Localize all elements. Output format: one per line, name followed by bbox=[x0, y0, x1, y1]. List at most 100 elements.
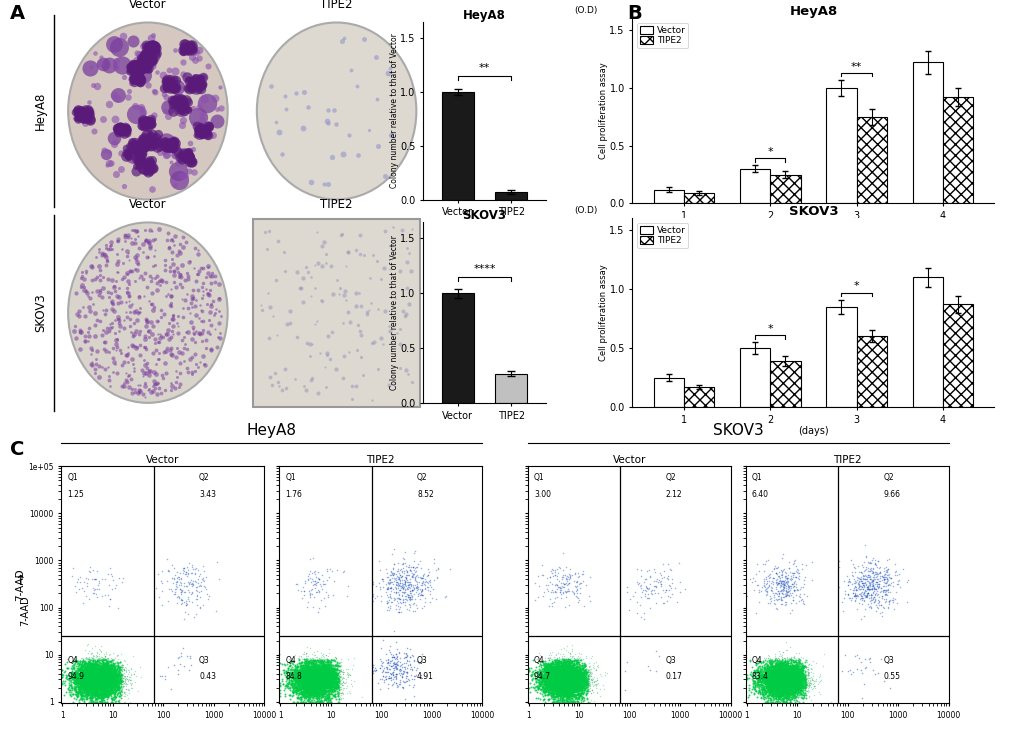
Point bbox=[93, 673, 109, 685]
Point bbox=[776, 667, 793, 679]
Point bbox=[545, 673, 561, 684]
Point bbox=[759, 671, 775, 683]
Point bbox=[759, 669, 775, 681]
Point bbox=[320, 684, 336, 696]
Point bbox=[112, 670, 128, 682]
Point bbox=[794, 689, 810, 701]
Point bbox=[86, 676, 102, 687]
Point bbox=[763, 666, 780, 678]
Point bbox=[572, 673, 588, 685]
Point bbox=[559, 696, 576, 707]
Point bbox=[559, 678, 576, 690]
Point bbox=[564, 675, 580, 687]
Point bbox=[112, 664, 128, 676]
Point bbox=[57, 676, 73, 687]
Point bbox=[763, 668, 780, 680]
Point bbox=[539, 662, 555, 674]
Point bbox=[576, 674, 592, 686]
Point bbox=[100, 653, 116, 665]
Point bbox=[319, 680, 335, 692]
Point bbox=[287, 688, 304, 700]
Point bbox=[81, 667, 97, 679]
Point bbox=[570, 673, 586, 684]
Point bbox=[577, 674, 593, 686]
Point bbox=[760, 667, 776, 679]
Point bbox=[555, 674, 572, 686]
Point bbox=[108, 670, 124, 682]
Point bbox=[312, 682, 328, 694]
Point bbox=[84, 684, 100, 696]
Point bbox=[98, 679, 114, 691]
Point bbox=[311, 682, 327, 693]
Point bbox=[304, 665, 320, 677]
Point bbox=[311, 670, 327, 682]
Point bbox=[779, 668, 795, 680]
Point bbox=[76, 662, 93, 673]
Point bbox=[530, 668, 546, 680]
Point bbox=[320, 675, 336, 687]
Point bbox=[300, 673, 316, 685]
Point bbox=[323, 671, 339, 683]
Point bbox=[795, 689, 811, 701]
Point bbox=[576, 686, 592, 698]
Point bbox=[556, 675, 573, 687]
Point bbox=[91, 246, 107, 258]
Point bbox=[550, 665, 567, 677]
Point bbox=[327, 676, 343, 688]
Point bbox=[572, 669, 588, 681]
Point bbox=[782, 685, 798, 697]
Point bbox=[203, 343, 219, 354]
Point bbox=[99, 662, 115, 674]
Point bbox=[54, 665, 70, 676]
Point bbox=[308, 682, 324, 694]
Point bbox=[777, 673, 794, 685]
Point bbox=[764, 671, 781, 683]
Point bbox=[299, 673, 315, 684]
Point bbox=[792, 690, 808, 702]
Point bbox=[575, 682, 591, 694]
Point bbox=[309, 678, 325, 690]
Point bbox=[323, 666, 339, 678]
Point bbox=[384, 567, 400, 579]
Point bbox=[75, 668, 92, 680]
Point bbox=[316, 684, 332, 696]
Point bbox=[118, 296, 135, 308]
Point bbox=[118, 349, 135, 360]
Point bbox=[753, 687, 769, 699]
Point bbox=[298, 673, 314, 685]
Point bbox=[104, 661, 120, 673]
Point bbox=[326, 665, 342, 676]
Point bbox=[66, 678, 83, 690]
Point bbox=[101, 59, 117, 71]
Point bbox=[293, 673, 310, 684]
Point bbox=[767, 668, 784, 680]
Point bbox=[102, 667, 118, 679]
Point bbox=[868, 602, 884, 614]
Point bbox=[592, 683, 608, 695]
Point bbox=[794, 674, 810, 686]
Point bbox=[564, 659, 580, 670]
Point bbox=[773, 686, 790, 698]
Point bbox=[97, 687, 113, 699]
Point bbox=[305, 675, 321, 687]
Point bbox=[393, 582, 410, 593]
Point bbox=[553, 672, 570, 684]
Point bbox=[111, 669, 127, 681]
Point bbox=[796, 675, 812, 687]
Point bbox=[676, 583, 692, 595]
Point bbox=[782, 677, 798, 689]
Point bbox=[772, 670, 789, 682]
Point bbox=[90, 676, 106, 687]
Point bbox=[781, 667, 797, 679]
Point bbox=[548, 579, 565, 591]
Point bbox=[769, 674, 786, 686]
Point bbox=[77, 657, 94, 669]
Point bbox=[96, 658, 112, 670]
Point bbox=[327, 676, 343, 687]
Point bbox=[109, 659, 125, 671]
Point bbox=[540, 666, 556, 678]
Point bbox=[99, 683, 115, 695]
Point bbox=[845, 666, 861, 678]
Point bbox=[95, 667, 111, 679]
Point bbox=[537, 668, 553, 680]
